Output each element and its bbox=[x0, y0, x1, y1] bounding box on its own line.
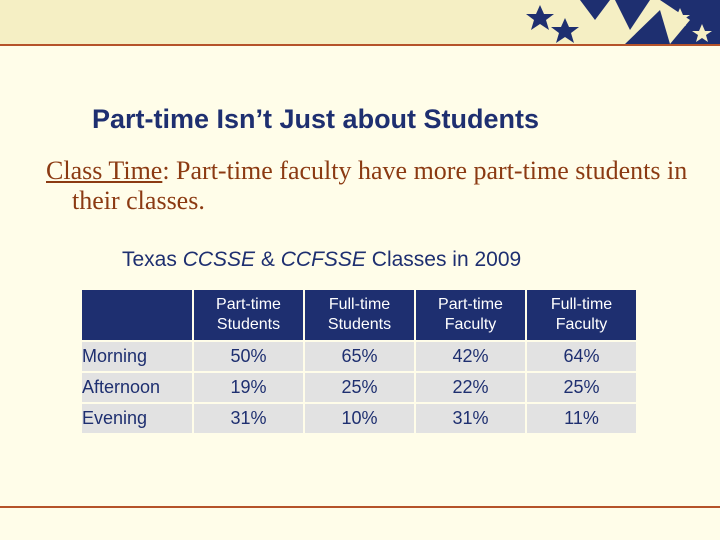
table-row: Afternoon 19% 25% 22% 25% bbox=[82, 373, 636, 402]
row-label: Evening bbox=[82, 404, 192, 433]
bullet-text: Class Time: Part-time faculty have more … bbox=[46, 156, 712, 216]
bullet-body: : Part-time faculty have more part-time … bbox=[72, 156, 688, 215]
top-accent-line bbox=[0, 44, 720, 46]
caption-ccfsse: CCFSSE bbox=[280, 248, 366, 271]
slide-title: Part-time Isn’t Just about Students bbox=[92, 104, 540, 134]
table-cell: 22% bbox=[416, 373, 525, 402]
bottom-accent-line bbox=[0, 506, 720, 508]
class-time-table: Part-time Students Full-time Students Pa… bbox=[80, 288, 638, 435]
table-cell: 65% bbox=[305, 342, 414, 371]
table-header-corner bbox=[82, 290, 192, 340]
table-cell: 31% bbox=[416, 404, 525, 433]
caption-suffix: Classes in 2009 bbox=[365, 248, 522, 271]
table-header-cell: Full-time Faculty bbox=[527, 290, 636, 340]
star-pattern-decoration bbox=[520, 0, 720, 44]
caption-amp: & bbox=[255, 248, 281, 271]
table-cell: 64% bbox=[527, 342, 636, 371]
row-label: Afternoon bbox=[82, 373, 192, 402]
table-cell: 31% bbox=[194, 404, 303, 433]
row-label: Morning bbox=[82, 342, 192, 371]
table-caption: Texas CCSSE & CCFSSE Classes in 2009 bbox=[122, 248, 521, 272]
table-header-cell: Full-time Students bbox=[305, 290, 414, 340]
caption-ccsse: CCSSE bbox=[182, 248, 256, 271]
table-cell: 25% bbox=[305, 373, 414, 402]
table-cell: 25% bbox=[527, 373, 636, 402]
table-header-cell: Part-time Faculty bbox=[416, 290, 525, 340]
table-row: Morning 50% 65% 42% 64% bbox=[82, 342, 636, 371]
table-header-row: Part-time Students Full-time Students Pa… bbox=[82, 290, 636, 340]
table-cell: 42% bbox=[416, 342, 525, 371]
bullet-term: Class Time bbox=[46, 156, 163, 185]
table-header-cell: Part-time Students bbox=[194, 290, 303, 340]
table-cell: 50% bbox=[194, 342, 303, 371]
table-cell: 11% bbox=[527, 404, 636, 433]
caption-prefix: Texas bbox=[122, 248, 183, 271]
table-row: Evening 31% 10% 31% 11% bbox=[82, 404, 636, 433]
table-cell: 19% bbox=[194, 373, 303, 402]
table-cell: 10% bbox=[305, 404, 414, 433]
